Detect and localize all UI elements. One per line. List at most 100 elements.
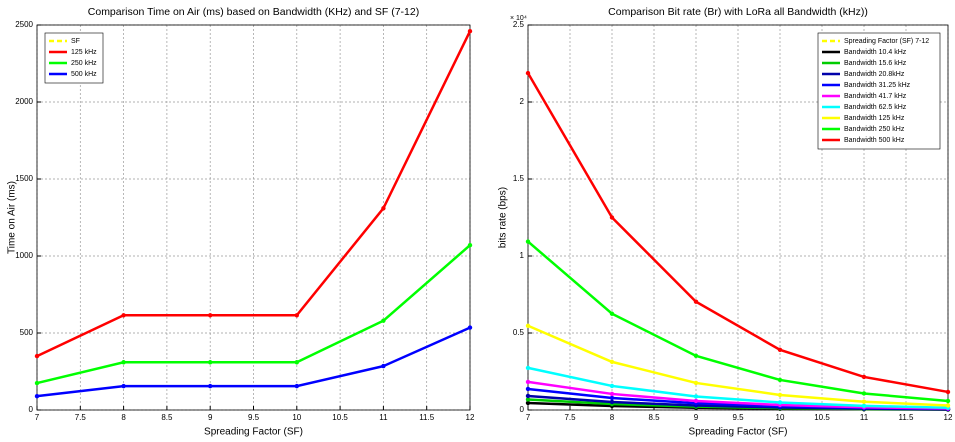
x-tick-label: 9.5 — [248, 413, 260, 422]
x-tick-label: 7.5 — [75, 413, 87, 422]
x-axis-label: Spreading Factor (SF) — [689, 427, 788, 438]
data-point — [525, 239, 531, 244]
data-point — [381, 206, 386, 211]
y-tick-label: 1 — [520, 251, 525, 260]
legend-label: Bandwidth 10.4 kHz — [844, 49, 907, 56]
data-point — [525, 397, 531, 402]
x-tick-label: 7 — [526, 413, 531, 422]
series-line — [36, 30, 472, 358]
data-point — [777, 347, 783, 353]
x-tick-label: 11 — [379, 413, 388, 422]
y-tick-label: 2 — [520, 97, 525, 106]
x-tick-label: 12 — [944, 413, 953, 422]
data-point — [777, 377, 783, 383]
legend-label: Bandwidth 15.6 kHz — [844, 60, 907, 67]
x-tick-label: 8.5 — [648, 413, 660, 422]
data-point — [609, 383, 615, 389]
y-tick-label: 1500 — [15, 174, 33, 183]
legend-label: 250 kHz — [71, 60, 97, 67]
legend-label: Bandwidth 125 kHz — [844, 115, 905, 122]
x-tick-label: 10 — [776, 413, 785, 422]
chart-title: Comparison Bit rate (Br) with LoRa all B… — [608, 6, 868, 18]
legend-label: 500 kHz — [71, 71, 97, 78]
data-point — [609, 395, 615, 401]
data-point — [208, 360, 213, 365]
series-line — [526, 72, 949, 394]
x-tick-label: 9.5 — [732, 413, 744, 422]
y-tick-label: 500 — [20, 328, 34, 337]
data-point — [121, 360, 126, 365]
data-point — [777, 400, 783, 405]
data-point — [777, 392, 783, 398]
x-tick-label: 10.5 — [332, 413, 348, 422]
y-axis-label: bits rate (bps) — [498, 187, 509, 248]
y-tick-label: 0 — [29, 405, 34, 414]
data-point — [609, 359, 615, 365]
data-point — [34, 353, 40, 359]
plot-frame — [36, 24, 471, 411]
legend-label: Spreading Factor (SF) 7-12 — [844, 38, 929, 45]
series-line — [527, 240, 949, 403]
x-tick-label: 11 — [860, 413, 869, 422]
data-point — [34, 393, 40, 399]
data-point — [861, 391, 867, 396]
y-tick-label: 2.5 — [513, 20, 525, 29]
data-point — [381, 318, 386, 323]
series-line — [36, 244, 471, 385]
data-point — [525, 400, 531, 406]
data-point — [525, 393, 531, 399]
data-point — [861, 374, 867, 380]
legend-label: Bandwidth 31.25 kHz — [844, 82, 911, 89]
data-point — [525, 379, 531, 385]
data-point — [609, 399, 615, 405]
data-point — [294, 360, 299, 365]
legend-label: Bandwidth 500 kHz — [844, 137, 905, 144]
x-tick-label: 10 — [292, 413, 301, 422]
data-point — [525, 386, 531, 392]
data-point — [121, 313, 126, 318]
data-point — [294, 383, 299, 389]
x-axis-label: Spreading Factor (SF) — [204, 427, 303, 438]
x-tick-label: 10.5 — [814, 413, 830, 422]
y-tick-label: 1.5 — [513, 174, 525, 183]
x-tick-label: 7 — [35, 413, 40, 422]
data-point — [294, 313, 299, 318]
data-point — [609, 311, 615, 316]
data-point — [693, 353, 699, 359]
data-point — [693, 299, 699, 304]
data-point — [467, 325, 473, 330]
data-point — [693, 380, 699, 386]
legend-label: 125 kHz — [71, 49, 97, 56]
data-point — [945, 389, 951, 395]
y-tick-label: 2500 — [15, 20, 33, 29]
y-tick-label: 1000 — [15, 251, 33, 260]
data-point — [693, 398, 699, 404]
data-point — [525, 70, 531, 76]
x-tick-label: 9 — [694, 413, 699, 422]
legend-label: SF — [71, 38, 80, 45]
series-line — [527, 380, 949, 410]
x-tick-label: 7.5 — [564, 413, 576, 422]
data-point — [693, 394, 699, 399]
x-tick-label: 9 — [208, 413, 213, 422]
data-point — [467, 28, 473, 34]
y-axis-label: Time on Air (ms) — [7, 181, 18, 254]
legend-label: Bandwidth 41.7 kHz — [844, 93, 907, 100]
y-tick-label: 2000 — [15, 97, 33, 106]
series-line — [527, 324, 949, 407]
data-point — [467, 243, 473, 248]
data-point — [34, 380, 40, 386]
data-point — [945, 398, 951, 404]
x-tick-label: 11.5 — [899, 413, 915, 422]
y-tick-label: 0 — [520, 405, 525, 414]
plot-frame — [527, 24, 949, 411]
data-point — [525, 365, 531, 371]
data-point — [525, 323, 531, 328]
data-point — [945, 403, 951, 408]
series-line — [527, 366, 949, 410]
legend-label: Bandwidth 62.5 kHz — [844, 104, 907, 111]
x-tick-label: 12 — [466, 413, 475, 422]
x-tick-label: 8 — [121, 413, 126, 422]
